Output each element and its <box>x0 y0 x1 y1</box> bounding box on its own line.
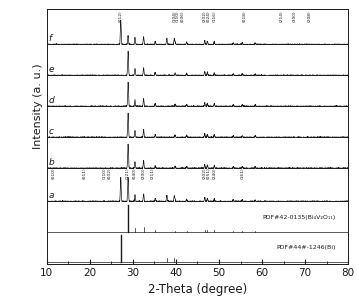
Text: (208): (208) <box>307 11 312 22</box>
Text: f: f <box>48 34 52 43</box>
Text: (010): (010) <box>51 167 55 178</box>
Text: PDF#42-0135(Bi₄V₂O₁₁): PDF#42-0135(Bi₄V₂O₁₁) <box>262 215 335 220</box>
Text: (024): (024) <box>206 11 210 22</box>
Text: (012): (012) <box>119 11 123 22</box>
Text: (011): (011) <box>83 167 87 178</box>
Text: (018): (018) <box>243 11 247 22</box>
Text: (300): (300) <box>292 11 297 22</box>
Text: (110): (110) <box>176 11 180 22</box>
Text: a: a <box>48 191 54 200</box>
Text: (110): (110) <box>103 167 107 178</box>
Text: d: d <box>48 96 54 105</box>
Text: (002): (002) <box>107 167 111 178</box>
Text: (161): (161) <box>241 167 245 178</box>
Text: (211): (211) <box>150 167 154 178</box>
Text: (202): (202) <box>203 11 207 22</box>
Text: e: e <box>48 65 54 74</box>
Text: (214): (214) <box>279 11 284 22</box>
Text: (200): (200) <box>141 167 146 178</box>
Text: b: b <box>48 158 54 167</box>
Text: c: c <box>48 127 53 136</box>
Text: (202): (202) <box>203 167 207 178</box>
Text: (121): (121) <box>126 167 130 178</box>
Y-axis label: Intensity (a. u.): Intensity (a. u.) <box>33 64 42 149</box>
Text: (006): (006) <box>180 11 185 22</box>
Text: (040): (040) <box>133 167 137 178</box>
Text: (104): (104) <box>173 11 177 22</box>
Text: (240): (240) <box>212 167 216 178</box>
Text: (051): (051) <box>206 167 210 178</box>
X-axis label: 2-Theta (degree): 2-Theta (degree) <box>148 283 247 296</box>
Text: (116): (116) <box>212 11 216 22</box>
Text: PDF#44#-1246(Bi): PDF#44#-1246(Bi) <box>276 245 335 250</box>
